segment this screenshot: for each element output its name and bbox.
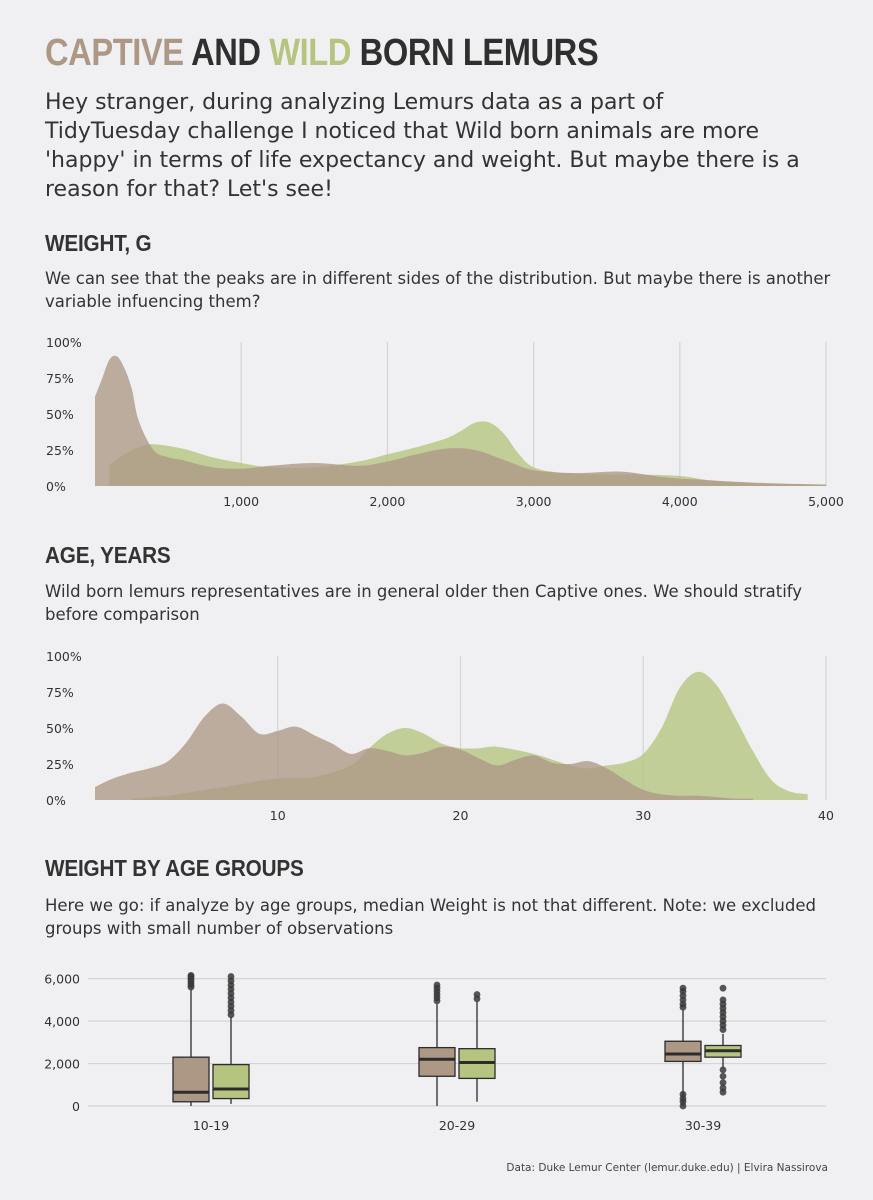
boxplot-y-tick-label: 6,000 — [44, 972, 80, 987]
weight-section-title: WEIGHT, G — [45, 230, 152, 256]
age-density-chart: 10 20 30 40 0% 25% 50% 75% 100% — [46, 649, 834, 823]
weight-chart-x-tick-label: 4,000 — [662, 494, 698, 509]
weight-chart-y-tick-label: 100% — [46, 335, 82, 350]
boxplot-wild-outlier — [719, 1066, 727, 1074]
weight-chart-x-tick-label: 2,000 — [370, 494, 406, 509]
title-and-word: AND — [191, 32, 261, 74]
age-chart-x-tick-label: 20 — [453, 808, 469, 823]
boxplot-captive-outlier — [187, 972, 195, 979]
age-chart-x-tick-label: 10 — [270, 808, 286, 823]
agegroup-section-title: WEIGHT BY AGE GROUPS — [45, 855, 304, 881]
boxplot-wild-outlier — [473, 991, 481, 998]
boxplot-captive-outlier — [679, 984, 687, 992]
data-source-caption: Data: Duke Lemur Center (lemur.duke.edu)… — [506, 1162, 828, 1174]
weight-section-subtitle: We can see that the peaks are in differe… — [45, 269, 831, 311]
age-chart-y-tick-label: 100% — [46, 649, 82, 664]
page-title: CAPTIVE AND WILD BORN LEMURS — [45, 32, 599, 75]
weight-chart-captive-area — [95, 355, 826, 486]
age-chart-y-tick-label: 75% — [46, 685, 74, 700]
weight-by-age-boxplot: 0 2,000 4,000 6,000 10-19 20-29 30-39 — [44, 972, 826, 1133]
title-wild-word: WILD — [269, 32, 352, 74]
boxplot-wild-outlier — [719, 1072, 727, 1080]
boxplot-y-tick-label: 2,000 — [44, 1057, 80, 1072]
boxplot-x-tick-label: 30-39 — [685, 1118, 721, 1133]
age-chart-wild-area — [131, 671, 808, 800]
weight-chart-x-tick-label: 3,000 — [516, 494, 552, 509]
boxplot-x-tick-label: 20-29 — [439, 1118, 475, 1133]
age-section-subtitle: Wild born lemurs representatives are in … — [45, 582, 803, 624]
boxplot-wild-outlier — [719, 984, 727, 992]
boxplot-captive-outlier — [433, 981, 441, 989]
age-chart-captive-area — [95, 703, 753, 800]
boxplot-captive-box — [172, 1056, 210, 1103]
age-chart-y-tick-label: 25% — [46, 757, 74, 772]
age-chart-y-tick-label: 50% — [46, 721, 74, 736]
age-chart-x-tick-label: 40 — [818, 808, 834, 823]
weight-chart-x-tick-label: 1,000 — [223, 494, 259, 509]
boxplot-wild-outlier — [227, 973, 235, 980]
boxplot-captive-box — [418, 1046, 456, 1077]
age-section-title: AGE, YEARS — [45, 542, 171, 568]
age-chart-x-tick-label: 30 — [635, 808, 651, 823]
boxplot-y-tick-label: 4,000 — [44, 1014, 80, 1029]
weight-chart-y-tick-label: 25% — [46, 443, 74, 458]
weight-chart-y-tick-label: 75% — [46, 371, 74, 386]
boxplot-y-tick-label: 0 — [72, 1099, 80, 1114]
boxplot-x-tick-label: 10-19 — [193, 1118, 229, 1133]
weight-chart-x-tick-label: 5,000 — [808, 494, 844, 509]
intro-text: Hey stranger, during analyzing Lemurs da… — [45, 90, 800, 202]
boxplot-wild-box — [212, 1063, 250, 1100]
title-captive-word: CAPTIVE — [45, 32, 184, 74]
weight-chart-y-tick-label: 0% — [46, 479, 66, 494]
boxplot-captive-box — [664, 1040, 702, 1063]
boxplot-captive-outlier — [679, 1090, 687, 1098]
boxplot-wild-outlier — [719, 1079, 727, 1087]
title-rest: BORN LEMURS — [359, 32, 599, 74]
weight-density-chart: 1,000 2,000 3,000 4,000 5,000 0% 25% 50% 75% 100% — [46, 335, 844, 509]
age-chart-y-tick-label: 0% — [46, 793, 66, 808]
weight-chart-y-tick-label: 50% — [46, 407, 74, 422]
boxplot-wild-outlier — [719, 996, 727, 1004]
agegroup-section-subtitle: Here we go: if analyze by age groups, me… — [45, 896, 816, 938]
boxplot-wild-outlier — [719, 1088, 727, 1096]
